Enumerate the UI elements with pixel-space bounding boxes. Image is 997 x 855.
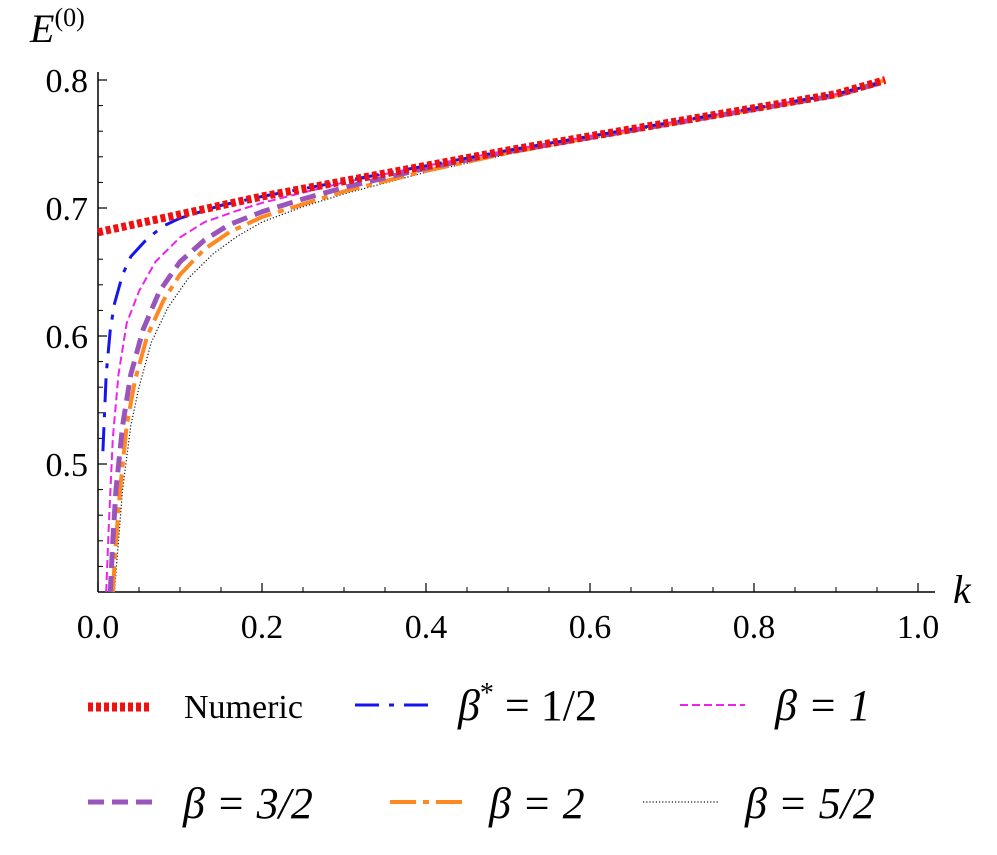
y-tick-label: 0.7: [46, 191, 89, 228]
x-tick-label: 0.8: [733, 609, 776, 646]
y-tick-label: 0.8: [46, 63, 89, 100]
x-tick-label: 0.6: [569, 609, 612, 646]
y-tick-label: 0.5: [46, 447, 89, 484]
y-axis-title-sup: (0): [54, 3, 84, 32]
legend-label-numeric: Numeric: [184, 689, 303, 726]
y-tick-label: 0.6: [46, 319, 89, 356]
x-axis-title: k: [953, 567, 972, 612]
y-axis-title: E(0): [29, 3, 85, 51]
x-tick-label: 0.2: [241, 609, 284, 646]
tick-labels: 0.0 0.2 0.4 0.6 0.8 1.0 0.5 0.6 0.7 0.8: [46, 63, 940, 646]
legend-label-b-half: β* = 1/2: [457, 678, 597, 730]
legend-label-b1: β = 1: [774, 681, 871, 730]
legend-label-b32: β = 3/2: [182, 779, 313, 828]
legend-label-b2: β = 2: [488, 779, 585, 828]
x-tick-label: 0.4: [405, 609, 448, 646]
series-line: [113, 79, 886, 593]
series-line: [101, 82, 878, 452]
series-line: [110, 78, 886, 593]
x-tick-label: 1.0: [897, 609, 940, 646]
series-line: [105, 82, 878, 593]
series-group: [97, 76, 887, 593]
legend-label-b52: β = 5/2: [744, 779, 875, 828]
series-line: [107, 81, 878, 593]
x-tick-label: 0.0: [77, 609, 120, 646]
series-line: [97, 76, 887, 237]
ticks: [97, 79, 919, 592]
legend: Numeric β* = 1/2 β = 1 β = 3/2 β = 2 β =…: [88, 678, 875, 828]
